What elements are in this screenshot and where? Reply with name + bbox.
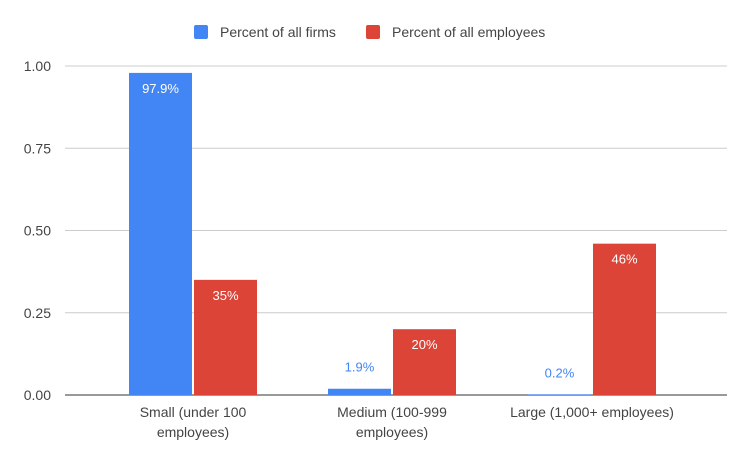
legend: Percent of all firms Percent of all emplo… (194, 24, 545, 40)
bar-employees-3 (593, 243, 656, 395)
y-axis-ticks: 0.00 0.25 0.50 0.75 1.00 (24, 58, 51, 403)
bar-firms-1 (129, 72, 192, 395)
legend-label-1: Percent of all firms (220, 24, 336, 40)
x-category-label: Small (under 100 (140, 404, 247, 420)
y-tick-label: 1.00 (24, 58, 51, 74)
x-axis-categories: Small (under 100 employees) Medium (100-99… (140, 404, 674, 440)
y-tick-label: 0.00 (24, 387, 51, 403)
data-label: 20% (411, 337, 437, 352)
x-category-label: employees) (356, 424, 428, 440)
y-tick-label: 0.50 (24, 223, 51, 239)
legend-swatch-2 (366, 25, 380, 39)
y-tick-label: 0.75 (24, 140, 51, 156)
bar-employees-2 (393, 329, 456, 395)
x-category-label: Medium (100-999 (337, 404, 447, 420)
x-category-label: Large (1,000+ employees) (510, 404, 674, 420)
bar-firms-3 (528, 394, 591, 395)
x-category-label: employees) (157, 424, 229, 440)
data-label: 1.9% (345, 360, 375, 375)
bars (129, 72, 656, 395)
data-label: 46% (611, 252, 637, 267)
data-label: 35% (212, 288, 238, 303)
y-tick-label: 0.25 (24, 305, 51, 321)
legend-label-2: Percent of all employees (392, 24, 545, 40)
data-label: 97.9% (142, 81, 179, 96)
data-labels: 97.9% 35% 1.9% 20% 0.2% 46% (142, 81, 638, 380)
data-label: 0.2% (545, 365, 575, 380)
bar-employees-1 (194, 279, 257, 395)
bar-firms-2 (328, 388, 391, 395)
legend-swatch-1 (194, 25, 208, 39)
